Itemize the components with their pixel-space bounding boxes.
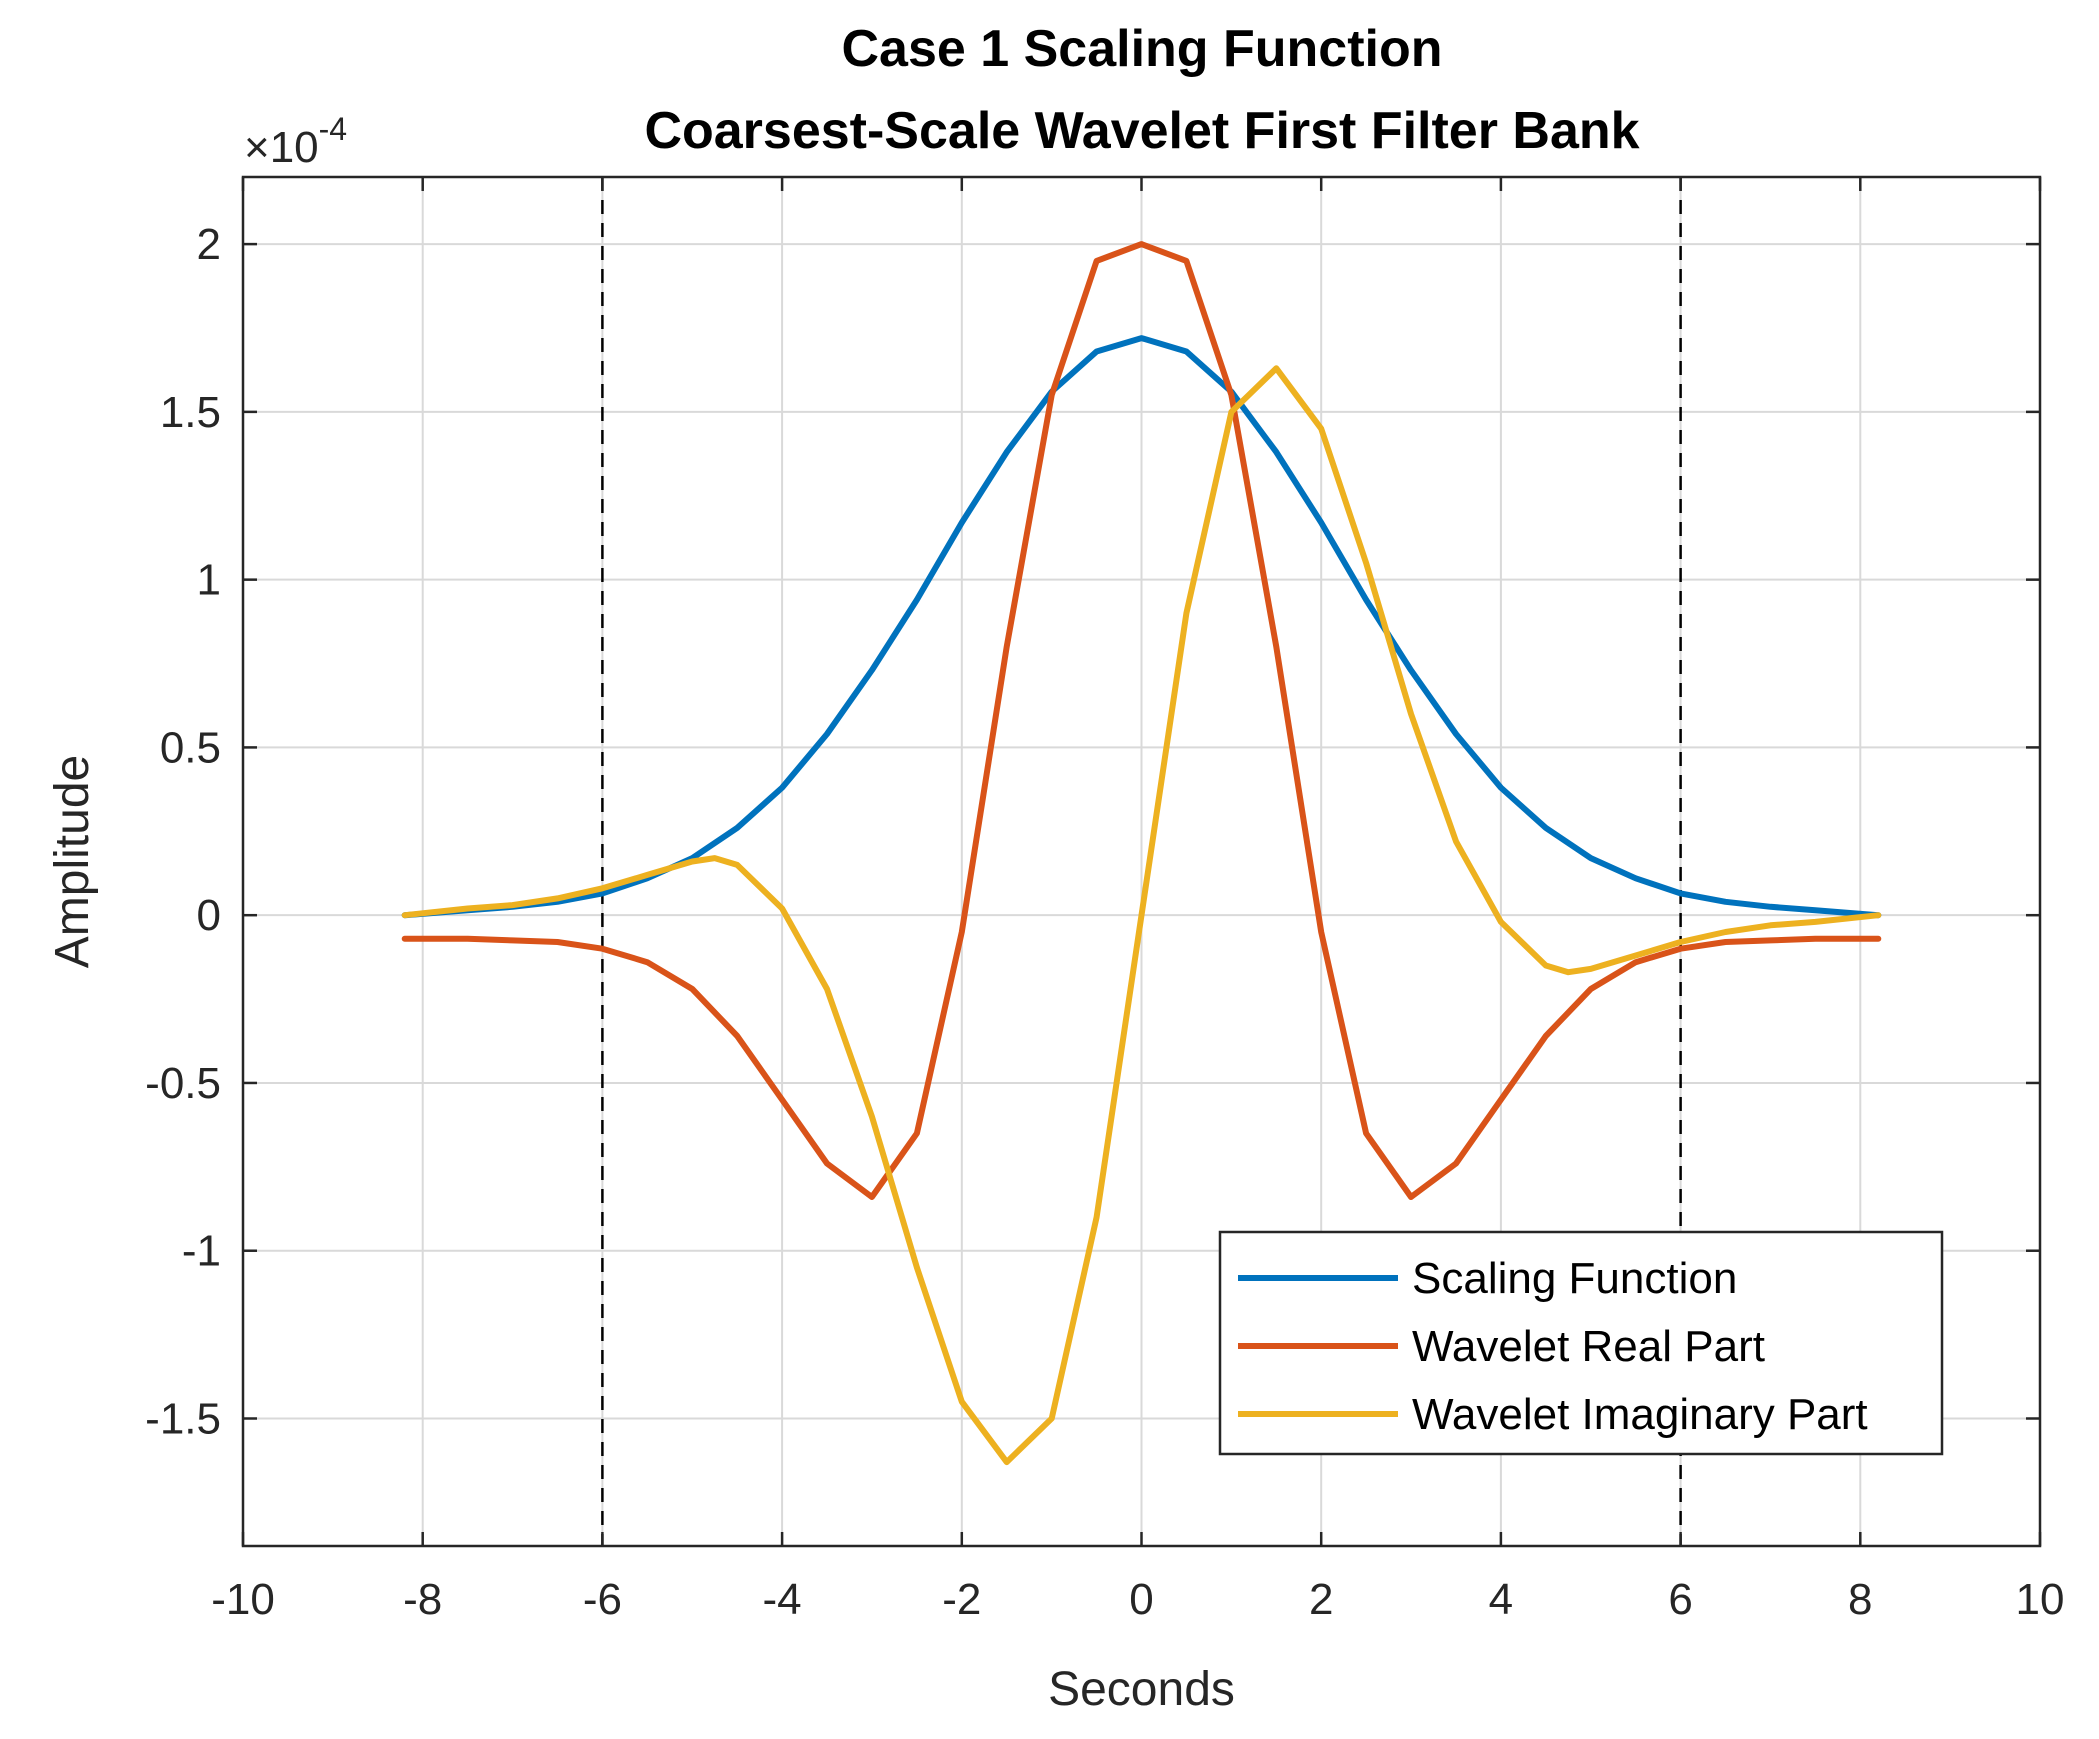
chart-title-line-1: Case 1 Scaling Function [841, 20, 1442, 78]
y-tick-label: -0.5 [145, 1059, 221, 1108]
x-tick-label: -6 [583, 1575, 622, 1624]
y-exponent-label: ×10-4 [244, 111, 347, 172]
x-tick-label: 8 [1848, 1575, 1872, 1624]
legend: Scaling Function Wavelet Real Part Wavelet… [1218, 1230, 1944, 1456]
series-line-wavelet-imaginary-part [401, 365, 1882, 1466]
x-axis-label: Seconds [1048, 1663, 1235, 1716]
y-axis-label: Amplitude [46, 755, 99, 968]
y-tick-label: -1 [182, 1227, 221, 1276]
legend-label: Wavelet Imaginary Part [1412, 1390, 1868, 1439]
axis-ticks: -10 -8 -6 -4 -2 0 2 4 6 8 10 -1.5 -1 -0.5 0 0.5 1 1.5 2 [145, 177, 2064, 1624]
legend-label: Scaling Function [1412, 1254, 1737, 1303]
x-tick-label: -4 [763, 1575, 802, 1624]
y-tick-label: -1.5 [145, 1394, 221, 1443]
x-tick-label: -10 [211, 1575, 275, 1624]
x-tick-label: 2 [1309, 1575, 1333, 1624]
legend-label: Wavelet Real Part [1412, 1322, 1765, 1371]
chart-title-line-2: Coarsest-Scale Wavelet First Filter Bank [644, 102, 1639, 160]
x-tick-label: -2 [942, 1575, 981, 1624]
series-line-wavelet-real-part [401, 241, 1882, 1200]
y-tick-label: 0 [197, 891, 221, 940]
x-tick-label: 10 [2016, 1575, 2065, 1624]
y-tick-label: 0.5 [160, 723, 221, 772]
x-tick-label: 6 [1668, 1575, 1692, 1624]
x-tick-label: 0 [1129, 1575, 1153, 1624]
x-tick-label: -8 [403, 1575, 442, 1624]
y-tick-label: 1 [197, 556, 221, 605]
y-tick-label: 2 [197, 220, 221, 269]
y-tick-label: 1.5 [160, 388, 221, 437]
plot-series [401, 241, 1882, 1466]
x-tick-label: 4 [1489, 1575, 1513, 1624]
